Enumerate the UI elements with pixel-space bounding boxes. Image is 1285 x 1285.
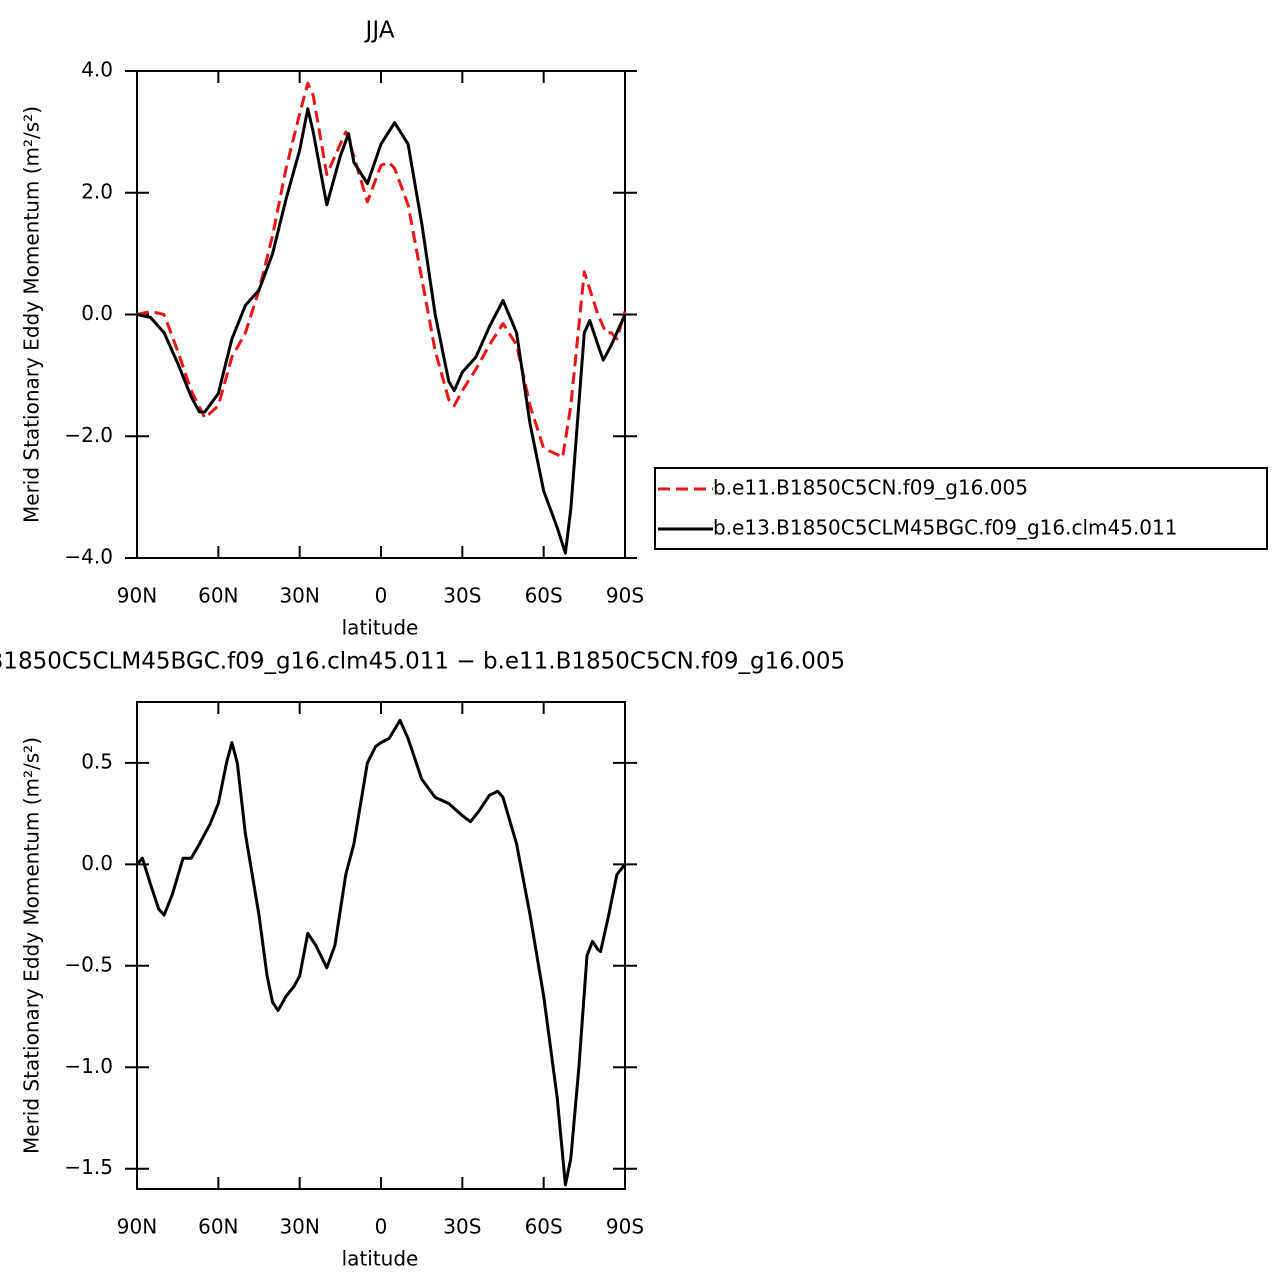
x-axis-label: latitude xyxy=(342,616,419,640)
y-axis-label: Merid Stationary Eddy Momentum (m²/s²) xyxy=(20,106,44,523)
y-tick-label: 4.0 xyxy=(81,58,113,82)
x-tick-label: 90S xyxy=(606,1215,644,1239)
x-tick-label: 30S xyxy=(443,584,481,608)
x-tick-label: 90N xyxy=(117,1215,157,1239)
x-tick-label: 30N xyxy=(279,584,319,608)
legend-box xyxy=(654,467,1268,550)
x-axis-label: latitude xyxy=(342,1247,419,1271)
x-tick-label: 0 xyxy=(375,1215,388,1239)
data-line xyxy=(136,81,627,460)
data-line xyxy=(136,107,627,555)
chart-title: b.e13.B1850C5CLM45BGC.f09_g16.clm45.011 … xyxy=(0,649,845,675)
x-tick-label: 60S xyxy=(525,584,563,608)
y-tick-label: 0.5 xyxy=(81,749,113,773)
y-tick-label: 2.0 xyxy=(81,179,113,203)
y-tick-label: 0.0 xyxy=(81,301,113,325)
legend-label: b.e13.B1850C5CLM45BGC.f09_g16.clm45.011 xyxy=(713,516,1177,540)
plot-frame xyxy=(136,701,626,1190)
y-tick-label: −1.5 xyxy=(64,1155,113,1179)
y-tick-label: 0.0 xyxy=(81,851,113,875)
x-tick-label: 60S xyxy=(525,1215,563,1239)
y-tick-label: −1.0 xyxy=(64,1054,113,1078)
data-line xyxy=(135,718,627,1187)
x-tick-label: 60N xyxy=(198,1215,238,1239)
legend-label: b.e11.B1850C5CN.f09_g16.005 xyxy=(713,476,1028,500)
x-tick-label: 90S xyxy=(606,584,644,608)
y-tick-label: −0.5 xyxy=(64,952,113,976)
y-tick-label: −4.0 xyxy=(64,545,113,569)
x-tick-label: 30N xyxy=(279,1215,319,1239)
chart-title: JJA xyxy=(364,18,395,44)
y-axis-label: Merid Stationary Eddy Momentum (m²/s²) xyxy=(20,737,44,1154)
y-tick-label: −2.0 xyxy=(64,423,113,447)
x-tick-label: 30S xyxy=(443,1215,481,1239)
x-tick-label: 60N xyxy=(198,584,238,608)
x-tick-label: 0 xyxy=(375,584,388,608)
x-tick-label: 90N xyxy=(117,584,157,608)
